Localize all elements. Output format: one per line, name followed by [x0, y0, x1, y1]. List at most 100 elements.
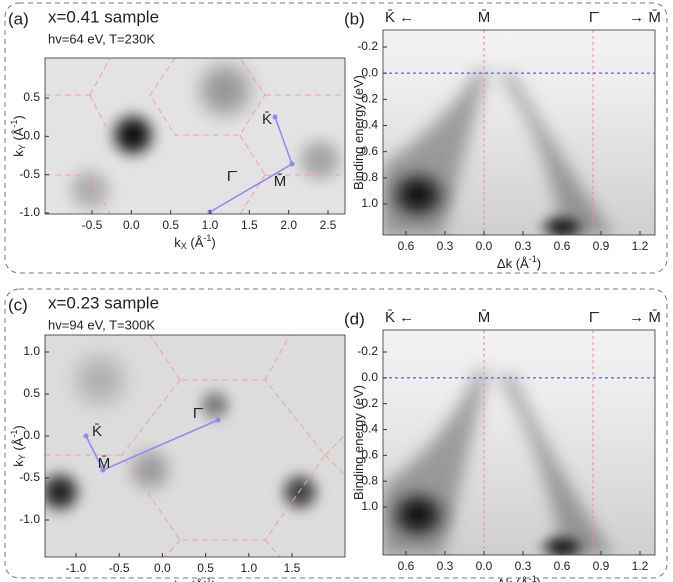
panel-frame — [4, 288, 668, 579]
y-tick-label: 0.0 — [23, 428, 40, 442]
x-tick-label: 0.3 — [515, 239, 532, 253]
axis-label-part: Δk (Å — [497, 576, 529, 582]
axis-label-part: ) — [211, 578, 215, 582]
x-tick-label: 0.5 — [197, 561, 214, 575]
intensity-blob — [274, 466, 326, 518]
y-tick-label: -0.5 — [19, 470, 40, 484]
symmetry-point: K̄ — [92, 423, 102, 440]
x-tick-label: 1.0 — [202, 218, 219, 232]
intensity-blob — [60, 160, 120, 214]
axis-label-part: -1 — [529, 254, 537, 264]
symmetry-point: Γ̄ — [227, 168, 237, 185]
x-tick-label: 1.0 — [240, 561, 257, 575]
zone-boundary — [164, 539, 181, 557]
x-tick-label: -0.5 — [109, 561, 130, 575]
x-tick-label: 0.5 — [162, 218, 179, 232]
y-tick-label: -1.0 — [19, 205, 40, 219]
intensity-map — [383, 30, 655, 235]
zone-boundary — [264, 539, 281, 557]
y-tick-label: 0.4 — [361, 422, 378, 436]
intensity-map — [383, 330, 655, 555]
axis-label-part: Y — [17, 454, 27, 460]
axis-label: Binding energy (eV) — [351, 385, 366, 500]
axis-label: kX (Å-1) — [174, 233, 216, 251]
x-tick-label: -0.5 — [82, 218, 103, 232]
y-tick-label: -0.5 — [19, 167, 40, 181]
panel-label: (b) — [344, 9, 365, 28]
band — [498, 375, 613, 555]
intensity-blob — [193, 383, 237, 427]
x-tick-label: 1.5 — [284, 561, 301, 575]
symmetry-header: → M̄ — [629, 9, 661, 26]
axis-label-part: ) — [11, 425, 26, 429]
plot-frame — [382, 329, 656, 556]
plot-frame — [44, 334, 346, 558]
x-tick-label: 0.9 — [593, 559, 610, 573]
zone-boundary — [89, 174, 111, 214]
intensity-blob — [120, 440, 180, 500]
x-tick-label: 0.0 — [476, 559, 493, 573]
x-tick-label: 0.3 — [515, 559, 532, 573]
zone-boundary — [324, 434, 345, 456]
axis-label-part: Y — [17, 144, 27, 150]
axis-label-part: -1 — [9, 430, 19, 438]
panel-title: x=0.23 sample — [48, 293, 159, 312]
zone-boundary — [264, 335, 291, 381]
axis-label-part: -1 — [203, 233, 211, 243]
y-tick-label: 0.6 — [361, 144, 378, 158]
x-tick-label: -1.0 — [66, 561, 87, 575]
axis-label: Binding energy (eV) — [351, 75, 366, 190]
axis-label: kY (Å-1) — [9, 115, 27, 157]
zone-boundary — [324, 454, 345, 476]
symmetry-point: Γ̄ — [193, 405, 203, 422]
y-tick-label: 1.0 — [361, 196, 378, 210]
axis-label-part: k — [11, 150, 26, 157]
axis-label-part: k — [11, 460, 26, 467]
symmetry-point: M̄ — [98, 455, 111, 472]
zone-boundary — [149, 335, 181, 381]
axis-label: Δk (Å-1) — [497, 574, 541, 582]
x-tick-label: 0.3 — [437, 559, 454, 573]
zone-boundary — [239, 174, 266, 214]
y-tick-label: 0.0 — [361, 370, 378, 384]
symmetry-header: M̄ — [478, 9, 491, 26]
intensity-blob — [383, 480, 458, 550]
symmetry-header: M̄ — [478, 309, 491, 326]
cut-point — [100, 467, 106, 473]
intensity-blob — [383, 160, 458, 230]
intensity-blob — [103, 105, 163, 165]
x-tick-label: 1.2 — [632, 559, 649, 573]
intensity-blob — [533, 529, 593, 555]
cut-point — [272, 114, 278, 120]
x-tick-label: 0.6 — [554, 239, 571, 253]
y-tick-label: 0.5 — [23, 386, 40, 400]
zone-boundary — [89, 58, 111, 96]
intensity-blob — [533, 209, 593, 235]
x-tick-label: 0.6 — [398, 559, 415, 573]
y-tick-label: 1.0 — [361, 499, 378, 513]
y-tick-label: 0.2 — [361, 396, 378, 410]
y-tick-label: 0.0 — [23, 129, 40, 143]
x-tick-label: 0.0 — [123, 218, 140, 232]
x-tick-label: 0.0 — [476, 239, 493, 253]
axis-label-part: (Å — [187, 235, 204, 250]
panel-subtitle: hv=64 eV, T=230K — [48, 31, 155, 46]
intensity-blob — [185, 58, 265, 130]
x-tick-label: 0.0 — [154, 561, 171, 575]
y-tick-label: 1.0 — [23, 344, 40, 358]
axis-label-part: ) — [537, 256, 541, 271]
axis-label-part: Δk (Å — [497, 256, 529, 271]
symmetry-header: → M̄ — [629, 309, 661, 326]
y-tick-label: -0.2 — [357, 39, 378, 53]
axis-label-part: ) — [11, 115, 26, 119]
band — [498, 75, 613, 235]
y-tick-label: 0.6 — [361, 448, 378, 462]
intensity-blob — [60, 340, 140, 420]
axis-label-part: ) — [537, 576, 541, 582]
panel-label: (a) — [8, 9, 29, 28]
cut-point — [83, 433, 89, 439]
y-tick-label: 0.5 — [23, 90, 40, 104]
intensity-map — [45, 335, 345, 557]
symmetry-header: Γ̄ — [589, 309, 599, 326]
x-tick-label: 0.9 — [593, 239, 610, 253]
